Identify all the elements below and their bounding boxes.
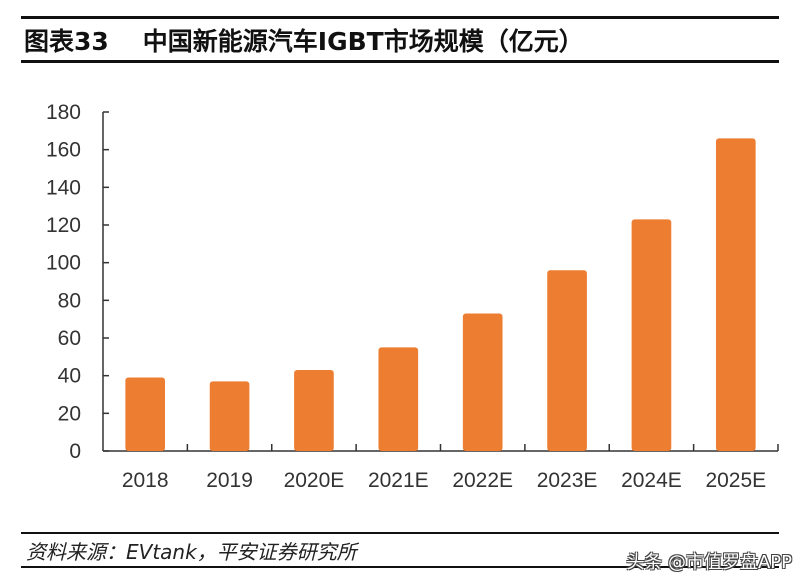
y-tick-label: 40 xyxy=(58,365,81,388)
figure-title: 图表33 中国新能源汽车IGBT市场规模（亿元） xyxy=(24,20,584,60)
y-tick-label: 80 xyxy=(58,289,81,312)
bar-2020E xyxy=(294,370,334,451)
x-tick-label: 2025E xyxy=(705,469,766,492)
y-axis: 0 20 40 60 80 100 120 140 160 180 xyxy=(46,101,109,463)
source-bottom-rule xyxy=(21,566,779,568)
source-top-rule xyxy=(21,532,779,534)
x-tick-label: 2021E xyxy=(368,469,429,492)
title-bottom-rule xyxy=(21,60,779,63)
bars xyxy=(125,138,756,451)
y-tick-label: 180 xyxy=(46,101,81,124)
figure-title-text: 中国新能源汽车IGBT市场规模（亿元） xyxy=(142,27,584,56)
x-tick-label: 2024E xyxy=(621,469,682,492)
y-tick-label: 160 xyxy=(46,139,81,162)
bar-2024E xyxy=(631,219,672,451)
x-tick-label: 2020E xyxy=(284,469,345,492)
bar-2019 xyxy=(209,381,250,451)
y-tick-label: 60 xyxy=(58,327,81,350)
bar-2018 xyxy=(125,377,166,451)
y-tick-label: 0 xyxy=(69,440,81,463)
figure-number: 图表33 xyxy=(24,27,109,56)
x-tick-label: 2019 xyxy=(206,469,253,492)
y-tick-label: 20 xyxy=(58,402,81,425)
watermark: 头条 @市值罗盘APP xyxy=(626,552,792,573)
x-tick-label: 2018 xyxy=(122,469,169,492)
bar-2021E xyxy=(378,347,419,451)
bar-2023E xyxy=(547,270,587,451)
bar-2025E xyxy=(715,138,756,451)
source-note: 资料来源：EVtank，平安证券研究所 xyxy=(26,540,357,564)
y-tick-label: 140 xyxy=(46,176,81,199)
x-tick-label: 2022E xyxy=(452,469,513,492)
x-tick-label: 2023E xyxy=(537,469,598,492)
x-axis: 2018 2019 2020E 2021E 2022E 2023E 2024E 2025E xyxy=(103,444,779,492)
y-tick-label: 100 xyxy=(46,252,81,275)
bar-2022E xyxy=(462,313,503,451)
y-tick-label: 120 xyxy=(46,214,81,237)
title-top-rule xyxy=(21,16,779,19)
